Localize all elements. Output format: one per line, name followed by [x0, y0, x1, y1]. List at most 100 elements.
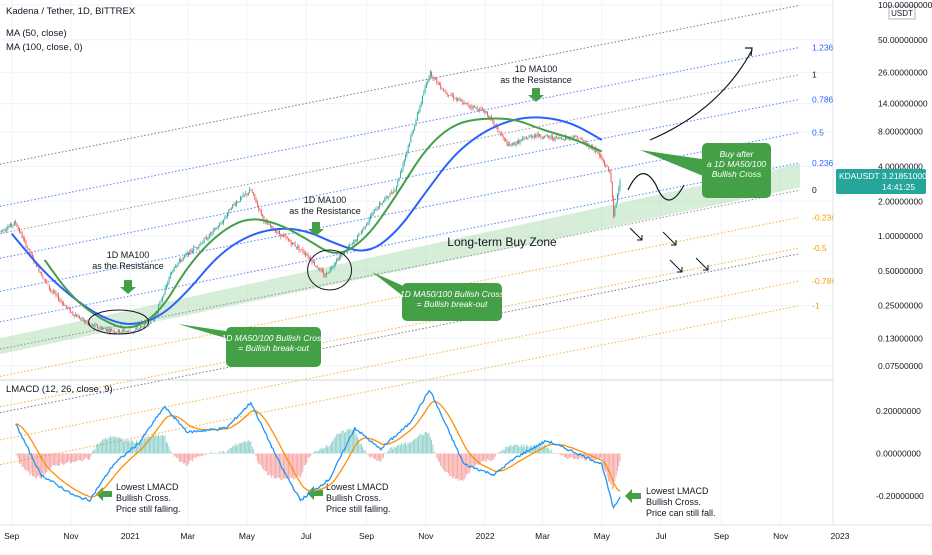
candle-body	[204, 238, 205, 242]
candle-body	[442, 89, 443, 90]
histogram-bar	[345, 432, 346, 454]
histogram-bar	[487, 454, 488, 460]
histogram-bar	[70, 454, 71, 464]
histogram-bar	[616, 454, 617, 477]
candle-body	[260, 209, 261, 210]
histogram-bar	[214, 453, 215, 454]
candle-body	[245, 194, 246, 195]
histogram-bar	[239, 443, 240, 453]
candle-body	[208, 238, 209, 240]
histogram-bar	[569, 454, 570, 458]
histogram-bar	[187, 454, 188, 466]
candle-body	[562, 138, 563, 139]
candle-body	[235, 204, 236, 205]
candle-body	[326, 273, 327, 276]
candle-body	[63, 303, 64, 305]
candle-body	[278, 231, 279, 232]
histogram-bar	[531, 446, 532, 454]
candle-body	[387, 196, 388, 197]
histogram-bar	[96, 446, 97, 454]
histogram-bar	[399, 445, 400, 454]
candle-body	[1, 231, 2, 232]
badge-price: 3.21851000	[882, 171, 927, 181]
candle-body	[284, 236, 285, 237]
candle-body	[22, 233, 23, 238]
histogram-bar	[169, 447, 170, 454]
histogram-bar	[46, 454, 47, 472]
candle-body	[239, 201, 240, 202]
candle-body	[608, 167, 609, 170]
price-tick-label: 100.00000000	[878, 0, 932, 10]
histogram-bar	[258, 454, 259, 464]
histogram-bar	[478, 454, 479, 466]
ma50-legend[interactable]: MA (50, close)	[6, 28, 67, 39]
histogram-bar	[443, 454, 444, 470]
price-tick-label: 0.50000000	[878, 266, 923, 276]
histogram-bar	[200, 454, 201, 457]
candle-body	[120, 332, 121, 333]
candle-body	[431, 72, 432, 77]
candle-body	[119, 330, 120, 333]
histogram-bar	[434, 452, 435, 454]
histogram-bar	[464, 454, 465, 480]
histogram-bar	[161, 435, 162, 453]
candle-body	[462, 102, 463, 105]
histogram-bar	[102, 439, 103, 453]
candle-body	[328, 272, 329, 273]
candle-body	[111, 330, 112, 332]
candle-body	[100, 327, 101, 328]
histogram-bar	[360, 444, 361, 454]
histogram-bar	[28, 454, 29, 472]
symbol-title: Kadena / Tether, 1D, BITTREX	[6, 6, 136, 17]
candle-body	[200, 243, 201, 245]
ma100-legend[interactable]: MA (100, close, 0)	[6, 42, 83, 53]
candle-body	[227, 213, 228, 216]
candle-body	[180, 259, 181, 261]
candle-body	[474, 106, 475, 107]
time-tick-label: Nov	[63, 531, 79, 541]
histogram-bar	[315, 451, 316, 454]
candle-body	[144, 323, 145, 328]
candle-body	[531, 136, 532, 138]
candle-body	[85, 321, 86, 323]
histogram-bar	[432, 444, 433, 453]
histogram-bar	[50, 454, 51, 469]
histogram-bar	[118, 437, 119, 453]
histogram-bar	[250, 441, 251, 454]
candle-body	[104, 328, 105, 329]
candle-body	[252, 190, 253, 192]
candle-body	[509, 144, 510, 145]
candle-body	[306, 255, 307, 256]
histogram-bar	[495, 454, 496, 457]
candle-body	[24, 238, 25, 241]
candle-body	[3, 230, 4, 231]
candle-body	[529, 136, 530, 137]
candle-body	[231, 208, 232, 209]
candle-body	[61, 300, 62, 301]
candle-body	[564, 139, 565, 140]
histogram-bar	[273, 454, 274, 476]
candle-body	[520, 140, 521, 143]
histogram-bar	[512, 446, 513, 453]
histogram-bar	[145, 439, 146, 454]
histogram-bar	[413, 440, 414, 453]
candle-body	[79, 316, 80, 319]
histogram-bar	[67, 454, 68, 463]
histogram-bar	[465, 454, 466, 478]
candle-body	[269, 224, 270, 225]
histogram-bar	[231, 448, 232, 454]
histogram-bar	[503, 450, 504, 454]
histogram-bar	[146, 437, 147, 454]
histogram-bar	[458, 454, 459, 482]
histogram-bar	[288, 454, 289, 478]
histogram-bar	[262, 454, 263, 469]
histogram-bar	[374, 454, 375, 460]
annotation-line: Price can still fall.	[646, 508, 716, 518]
candle-body	[188, 252, 189, 255]
candle-body	[205, 238, 206, 239]
histogram-bar	[266, 454, 267, 472]
candle-body	[170, 275, 171, 279]
lmacd-legend[interactable]: LMACD (12, 26, close, 9)	[6, 384, 113, 395]
